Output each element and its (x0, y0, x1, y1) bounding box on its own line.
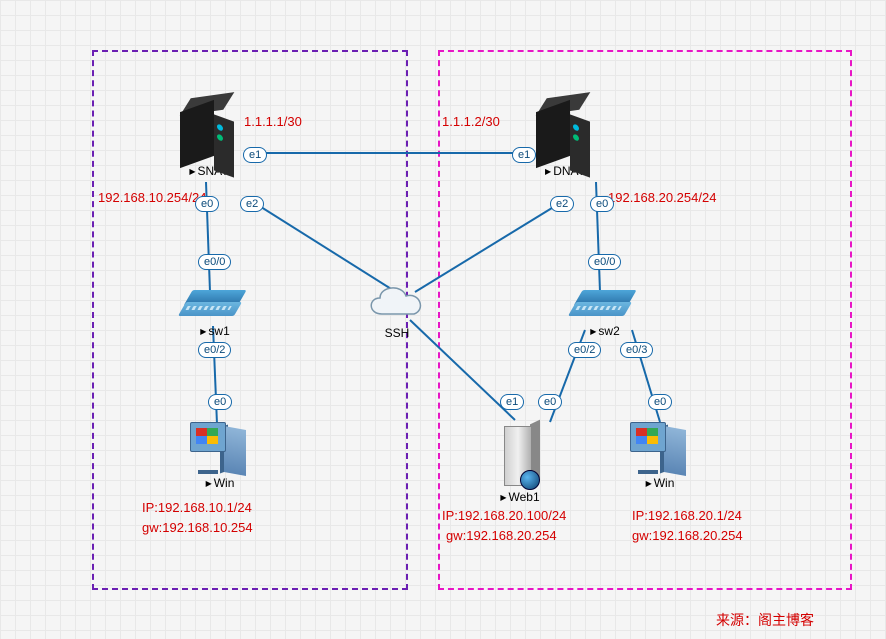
port-sw2-e03: e0/3 (620, 342, 653, 358)
ip-snat-e1: 1.1.1.1/30 (244, 114, 302, 129)
port-dnat-e2: e2 (550, 196, 574, 212)
webserver-icon (498, 418, 542, 488)
pc-icon (190, 418, 250, 474)
node-win-left[interactable]: Win (190, 418, 250, 490)
node-win-right[interactable]: Win (630, 418, 690, 490)
port-winl-e0: e0 (208, 394, 232, 410)
node-snat[interactable]: SNAT (180, 92, 238, 178)
ip-win-left: IP:192.168.10.1/24 (142, 500, 252, 515)
port-snat-e0: e0 (195, 196, 219, 212)
port-sw2-e00: e0/0 (588, 254, 621, 270)
ip-web1: IP:192.168.20.100/24 (442, 508, 566, 523)
links-layer (0, 0, 886, 639)
node-sw2[interactable]: sw2 (572, 290, 638, 338)
node-sw1[interactable]: sw1 (182, 290, 248, 338)
port-sw2-e02: e0/2 (568, 342, 601, 358)
port-sw1-e02: e0/2 (198, 342, 231, 358)
port-sw1-e00: e0/0 (198, 254, 231, 270)
port-snat-e1: e1 (243, 147, 267, 163)
node-label: Win (206, 476, 235, 490)
node-label: sw1 (200, 324, 230, 338)
switch-icon (182, 290, 248, 322)
node-label: SSH (385, 326, 410, 340)
ip-snat-e0: 192.168.10.254/24 (98, 190, 206, 205)
port-dnat-e0: e0 (590, 196, 614, 212)
port-winr-e0: e0 (648, 394, 672, 410)
link-snat-ssh (250, 200, 396, 292)
server-icon (536, 92, 594, 162)
node-label: Web1 (500, 490, 539, 504)
ip-dnat-e1: 1.1.1.2/30 (442, 114, 500, 129)
port-web1-e0: e0 (538, 394, 562, 410)
gw-win-left: gw:192.168.10.254 (142, 520, 253, 535)
node-dnat[interactable]: DNAT (536, 92, 594, 178)
gw-web1: gw:192.168.20.254 (446, 528, 557, 543)
pc-icon (630, 418, 690, 474)
switch-icon (572, 290, 638, 322)
node-label: Win (646, 476, 675, 490)
cloud-icon (362, 280, 432, 324)
port-dnat-e1: e1 (512, 147, 536, 163)
ip-dnat-e0: 192.168.20.254/24 (608, 190, 716, 205)
node-ssh[interactable]: SSH (362, 280, 432, 340)
node-web1[interactable]: Web1 (498, 418, 542, 504)
server-icon (180, 92, 238, 162)
link-dnat-ssh (415, 200, 565, 292)
gw-win-right: gw:192.168.20.254 (632, 528, 743, 543)
port-web1-e1: e1 (500, 394, 524, 410)
ip-win-right: IP:192.168.20.1/24 (632, 508, 742, 523)
port-snat-e2: e2 (240, 196, 264, 212)
node-label: sw2 (590, 324, 620, 338)
